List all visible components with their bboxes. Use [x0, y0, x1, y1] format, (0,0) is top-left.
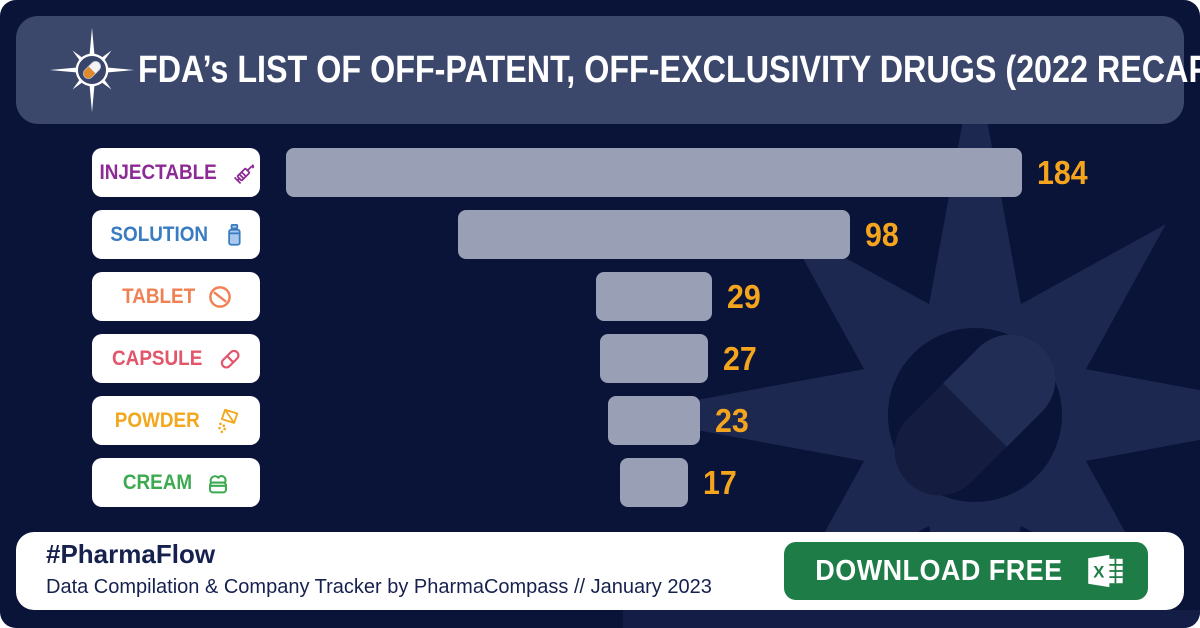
category-pill: INJECTABLE [92, 148, 260, 197]
chart-row: POWDER 23 [0, 396, 1200, 445]
download-button-label: DOWNLOAD FREE [815, 554, 1063, 587]
value-label: 27 [723, 339, 757, 377]
bar [620, 458, 688, 507]
bar [608, 396, 700, 445]
category-label: POWDER [114, 408, 201, 432]
bar [596, 272, 712, 321]
category-pill: CAPSULE [92, 334, 260, 383]
chart-row: TABLET 29 [0, 272, 1200, 321]
bar [286, 148, 1022, 197]
powder-sachet-icon [217, 408, 238, 433]
value-label: 29 [727, 277, 761, 315]
compass-watermark [615, 55, 1200, 628]
pharmacompass-logo-icon [49, 27, 135, 113]
value-label: 23 [715, 401, 749, 439]
cream-jar-icon [209, 474, 227, 493]
chart-row: CAPSULE 27 [0, 334, 1200, 383]
chart-row: INJECTABLE 184 [0, 148, 1200, 197]
footer-card: #PharmaFlow Data Compilation & Company T… [16, 532, 1184, 610]
value-label: 17 [703, 463, 737, 501]
bottom-strip-highlight [623, 610, 1200, 628]
chart-row: CREAM 17 [0, 458, 1200, 507]
chart-row: SOLUTION 98 [0, 210, 1200, 259]
bar [600, 334, 708, 383]
category-pill: SOLUTION [92, 210, 260, 259]
category-pill: CREAM [92, 458, 260, 507]
pill-icon [82, 60, 102, 80]
category-label: TABLET [121, 284, 196, 308]
svg-text:X: X [1093, 563, 1104, 582]
bar [458, 210, 850, 259]
category-label: CREAM [122, 470, 193, 494]
syringe-icon [233, 163, 254, 184]
download-free-button[interactable]: DOWNLOAD FREE X [784, 542, 1148, 600]
capsule-icon [220, 349, 240, 369]
category-label: INJECTABLE [99, 160, 218, 184]
hashtag-title: #PharmaFlow [46, 539, 216, 569]
header-bar: FDA’s LIST OF OFF-PATENT, OFF-EXCLUSIVIT… [16, 16, 1200, 124]
category-pill: POWDER [92, 396, 260, 445]
page-title: FDA’s LIST OF OFF-PATENT, OFF-EXCLUSIVIT… [138, 49, 1200, 91]
category-label: SOLUTION [110, 222, 209, 246]
excel-icon: X [1088, 554, 1123, 588]
category-pill: TABLET [92, 272, 260, 321]
value-label: 98 [865, 215, 899, 253]
tablet-icon [209, 285, 231, 308]
bottle-icon [227, 223, 241, 246]
footer-subtitle: Data Compilation & Company Tracker by Ph… [46, 576, 712, 598]
capsule-watermark-icon [894, 334, 1056, 496]
value-label: 184 [1037, 153, 1088, 191]
category-label: CAPSULE [112, 346, 203, 370]
